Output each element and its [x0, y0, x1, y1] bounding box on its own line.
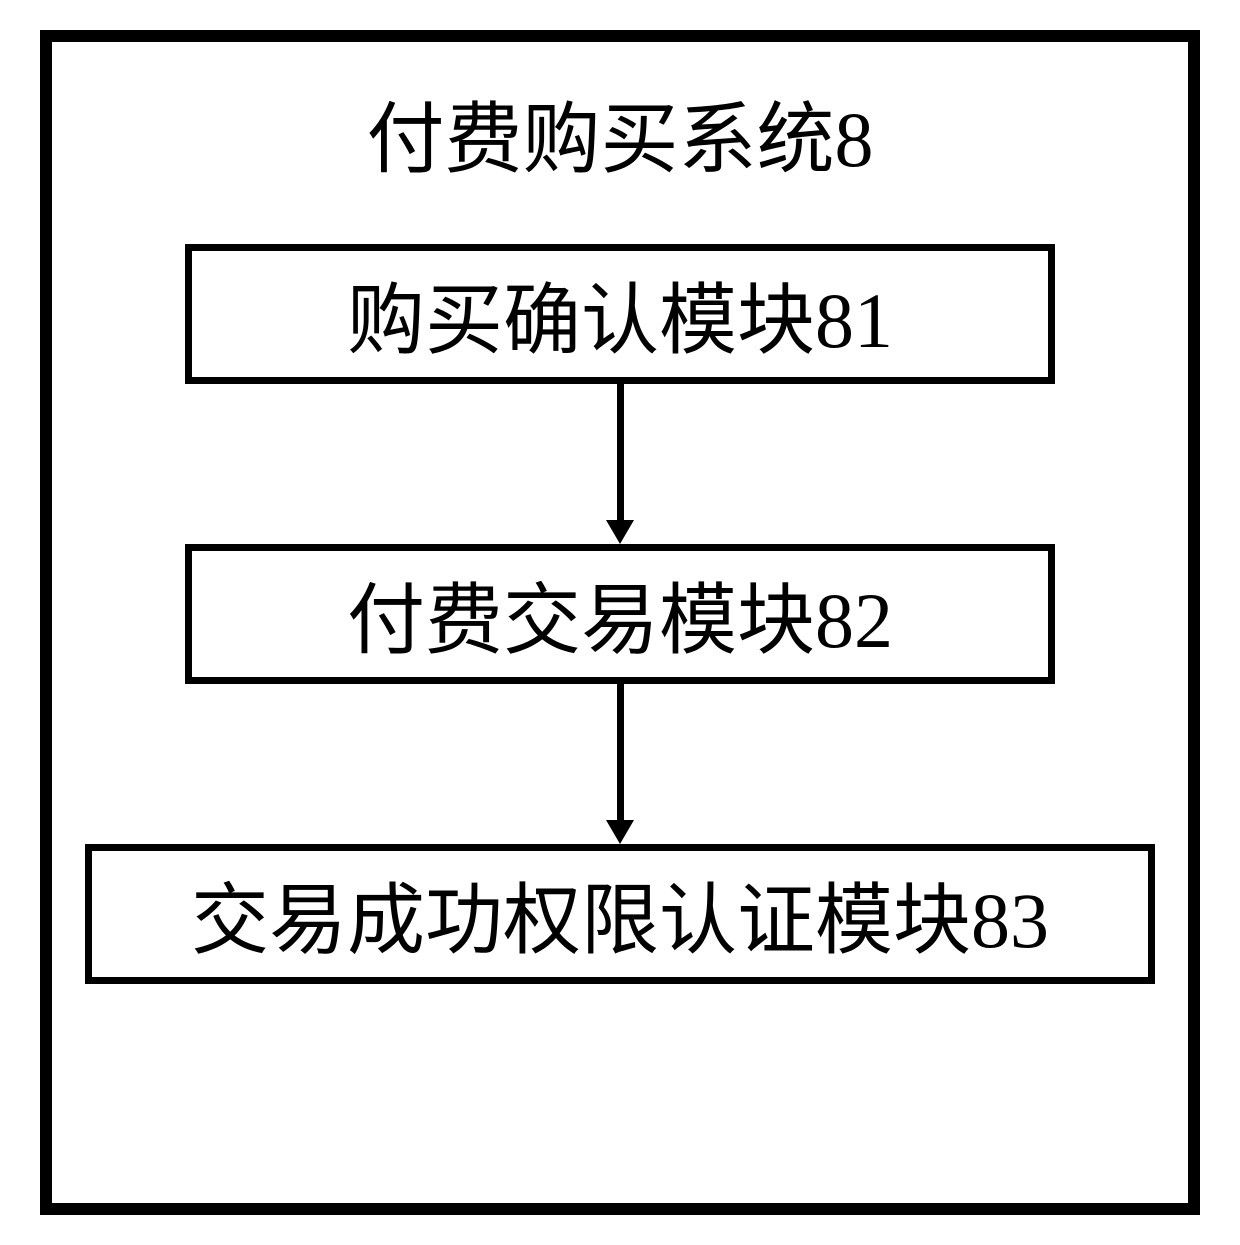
arrow-head-1 — [606, 520, 634, 544]
arrow-head-2 — [606, 820, 634, 844]
arrow-1 — [606, 384, 634, 544]
arrow-line-1 — [617, 384, 624, 520]
module-box-83: 交易成功权限认证模块83 — [85, 844, 1155, 984]
module-label-83: 交易成功权限认证模块83 — [191, 858, 1049, 970]
module-label-81: 购买确认模块81 — [347, 258, 893, 370]
module-box-82: 付费交易模块82 — [185, 544, 1055, 684]
diagram-title: 付费购买系统8 — [366, 77, 873, 189]
outer-container: 付费购买系统8 购买确认模块81 付费交易模块82 交易成功权限认证模块83 — [40, 30, 1200, 1215]
module-label-82: 付费交易模块82 — [347, 558, 893, 670]
arrow-2 — [606, 684, 634, 844]
module-box-81: 购买确认模块81 — [185, 244, 1055, 384]
arrow-line-2 — [617, 684, 624, 820]
